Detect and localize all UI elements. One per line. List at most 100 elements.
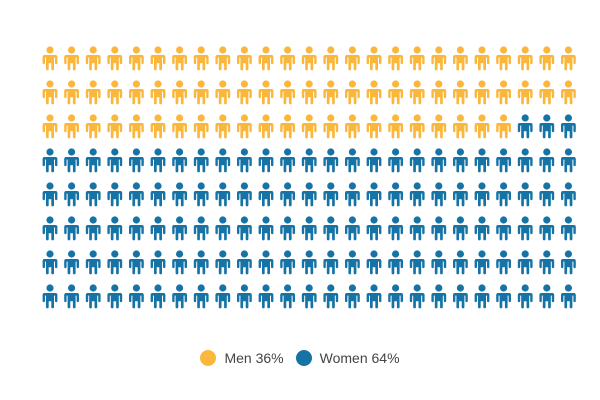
person-icon-men	[64, 80, 79, 105]
person-icon-women	[150, 182, 166, 207]
person-icon-women	[85, 182, 101, 207]
person-icon-women	[496, 182, 511, 207]
person-icon-men	[172, 114, 187, 139]
person-icon-women	[561, 182, 576, 207]
person-icon-men	[366, 46, 382, 71]
person-icon-women	[431, 182, 447, 207]
person-icon-men	[107, 80, 123, 105]
person-icon-women	[474, 148, 490, 173]
person-icon-men	[345, 80, 360, 105]
person-icon-women	[301, 182, 317, 207]
person-icon-women	[64, 250, 79, 275]
person-icon-men	[323, 114, 339, 139]
person-icon-men	[64, 46, 79, 71]
person-icon-women	[280, 284, 295, 309]
person-icon-women	[237, 284, 252, 309]
person-icon-women	[172, 250, 187, 275]
person-icon-women	[539, 284, 555, 309]
person-icon-women	[496, 148, 511, 173]
person-icon-men	[107, 114, 123, 139]
person-icon-women	[496, 216, 511, 241]
person-icon-men	[496, 80, 511, 105]
person-icon-men	[474, 80, 490, 105]
person-icon-women	[237, 182, 252, 207]
person-icon-men	[42, 80, 58, 105]
person-icon-men	[323, 80, 339, 105]
person-icon-women	[539, 182, 555, 207]
person-icon-men	[172, 46, 187, 71]
person-icon-women	[107, 148, 123, 173]
person-icon-women	[345, 216, 360, 241]
person-icon-men	[85, 46, 101, 71]
person-icon-women	[237, 250, 252, 275]
person-icon-women	[323, 148, 339, 173]
person-icon-women	[345, 250, 360, 275]
person-icon-men	[150, 114, 166, 139]
person-icon-men	[280, 114, 295, 139]
person-icon-men	[366, 114, 382, 139]
person-icon-men	[496, 46, 511, 71]
person-icon-women	[215, 284, 231, 309]
person-icon-women	[280, 182, 295, 207]
person-icon-men	[474, 46, 490, 71]
person-icon-women	[172, 148, 187, 173]
person-icon-men	[409, 46, 425, 71]
legend-item-men: Men 36%	[200, 350, 284, 366]
person-icon-women	[85, 250, 101, 275]
person-icon-men	[215, 114, 231, 139]
person-icon-men	[129, 80, 144, 105]
person-icon-women	[107, 284, 123, 309]
person-icon-men	[301, 80, 317, 105]
person-icon-women	[323, 250, 339, 275]
person-icon-men	[474, 114, 490, 139]
person-icon-men	[366, 80, 382, 105]
person-icon-women	[474, 216, 490, 241]
person-icon-women	[150, 284, 166, 309]
person-icon-women	[107, 216, 123, 241]
person-icon-women	[42, 182, 58, 207]
person-icon-women	[193, 148, 209, 173]
legend-dot-women	[295, 350, 312, 366]
person-icon-women	[539, 148, 555, 173]
person-icon-women	[107, 250, 123, 275]
person-icon-women	[323, 216, 339, 241]
person-icon-women	[366, 182, 382, 207]
person-icon-women	[409, 216, 425, 241]
person-icon-women	[323, 182, 339, 207]
person-icon-women	[366, 250, 382, 275]
person-icon-women	[539, 250, 555, 275]
person-icon-women	[323, 284, 339, 309]
person-icon-women	[517, 148, 533, 173]
legend-dot-men	[200, 350, 217, 366]
person-icon-men	[453, 46, 468, 71]
person-icon-women	[64, 148, 79, 173]
person-icon-men	[42, 114, 58, 139]
person-icon-women	[237, 148, 252, 173]
person-icon-women	[193, 284, 209, 309]
person-icon-men	[388, 80, 403, 105]
person-icon-women	[496, 250, 511, 275]
person-icon-women	[561, 250, 576, 275]
person-icon-men	[258, 114, 274, 139]
person-icon-men	[280, 80, 295, 105]
person-icon-men	[409, 80, 425, 105]
person-icon-women	[193, 250, 209, 275]
person-icon-women	[193, 182, 209, 207]
person-icon-women	[172, 182, 187, 207]
person-icon-men	[517, 46, 533, 71]
person-icon-women	[517, 284, 533, 309]
person-icon-women	[388, 182, 403, 207]
person-icon-women	[215, 250, 231, 275]
person-icon-women	[539, 216, 555, 241]
person-icon-women	[453, 216, 468, 241]
person-icon-men	[237, 114, 252, 139]
legend-label-men: Men 36%	[224, 350, 284, 366]
person-icon-men	[561, 46, 576, 71]
person-icon-men	[193, 46, 209, 71]
person-icon-women	[172, 216, 187, 241]
person-icon-women	[474, 284, 490, 309]
person-icon-women	[85, 284, 101, 309]
person-icon-men	[237, 80, 252, 105]
person-icon-women	[150, 250, 166, 275]
